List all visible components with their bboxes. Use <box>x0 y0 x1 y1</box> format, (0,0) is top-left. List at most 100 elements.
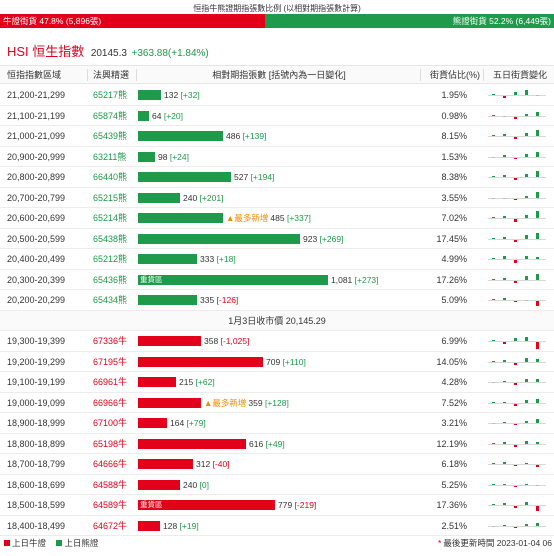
contracts-bar <box>138 213 223 223</box>
sparkline-baseline <box>488 361 546 363</box>
sparkline-bar <box>503 298 506 300</box>
sparkline-bar <box>525 357 528 362</box>
sparkline-baseline <box>488 402 546 404</box>
sparkline-bar <box>536 273 539 280</box>
contracts-bar <box>138 110 149 121</box>
five-day-sparkline <box>486 106 546 126</box>
contracts-bar-cell: 709 [+110] <box>138 352 428 372</box>
contracts-value: ▲最多新增 485 [+337] <box>226 208 311 228</box>
warrant-code-link[interactable]: 64588牛 <box>93 479 128 490</box>
range-cell: 21,100-21,199 <box>7 110 66 121</box>
outstanding-pct: 5.09% <box>441 295 467 305</box>
sparkline-baseline <box>488 505 546 506</box>
warrant-code-link[interactable]: 64666牛 <box>93 459 128 469</box>
contracts-count: 64 <box>152 110 162 121</box>
warrant-code-link[interactable]: 65438熊 <box>93 233 128 244</box>
bear-legend-label: 上日熊證 <box>64 538 99 548</box>
sparkline-bar <box>536 257 539 259</box>
warrant-code-link[interactable]: 65436熊 <box>93 274 128 285</box>
contracts-bar <box>138 90 161 100</box>
sparkline-bar <box>492 278 495 280</box>
sparkline-bar <box>492 258 495 259</box>
outstanding-pct: 1.95% <box>441 90 467 100</box>
sparkline-bar <box>536 95 539 96</box>
daily-change: [0] <box>199 479 210 490</box>
sparkline-bar <box>514 178 517 180</box>
table-row: 20,500-20,599 65438熊 923 [+269] 17.45% <box>0 229 554 249</box>
range-cell: 18,900-18,999 <box>7 418 66 428</box>
sparkline-bar <box>492 176 495 177</box>
daily-change: [+269] <box>319 233 344 244</box>
outstanding-pct: 17.45% <box>436 233 467 244</box>
warrant-code-link[interactable]: 64589牛 <box>93 500 128 510</box>
warrant-code-link[interactable]: 65212熊 <box>93 254 128 264</box>
warrant-code-link[interactable]: 65439熊 <box>93 131 128 141</box>
sparkline-baseline <box>488 443 546 445</box>
header-bar: 相對期指張數 [括號內為一日變化] <box>212 70 346 80</box>
sparkline-bar <box>492 94 495 95</box>
contracts-bar <box>138 233 300 244</box>
sparkline-bar <box>503 342 506 344</box>
sparkline-bar <box>514 239 517 242</box>
warrant-code-link[interactable]: 65217熊 <box>93 90 128 100</box>
table-row: 18,400-18,499 64672牛 128 [+19] 2.51% <box>0 516 554 536</box>
contracts-bar-cell: 240 [+201] <box>138 188 428 208</box>
contracts-value: 64 [+20] <box>152 106 183 126</box>
table-row: 18,600-18,699 64588牛 240 [0] 5.25% <box>0 475 554 495</box>
sparkline-bar <box>514 465 517 466</box>
daily-change: [-40] <box>212 459 230 469</box>
table-row: 20,700-20,799 65215熊 240 [+201] 3.55% <box>0 188 554 208</box>
outstanding-pct: 3.55% <box>441 192 467 203</box>
contracts-value: 312 [-40] <box>196 454 230 474</box>
warrant-code-link[interactable]: 67100牛 <box>93 418 128 428</box>
last-updated: * 最後更新時間 2023-01-04 06 <box>438 535 552 551</box>
warrant-code-link[interactable]: 63211熊 <box>93 151 127 162</box>
warrant-code-link[interactable]: 67336牛 <box>93 336 128 346</box>
sparkline-bar <box>503 175 506 177</box>
daily-change: [+18] <box>216 254 236 264</box>
header-range: 恒指指數區域 <box>7 70 62 80</box>
five-day-sparkline <box>486 208 546 228</box>
warrant-code-link[interactable]: 66961牛 <box>93 377 128 387</box>
table-row: 21,100-21,199 65874熊 64 [+20] 0.98% <box>0 106 554 126</box>
sparkline-bar <box>503 197 506 199</box>
index-name[interactable]: HSI 恒生指數 <box>7 44 85 59</box>
daily-change: [+128] <box>264 397 289 408</box>
warrant-code-link[interactable]: 64672牛 <box>93 520 128 531</box>
sparkline-bar <box>503 483 506 485</box>
warrant-code-link[interactable]: 65215熊 <box>93 192 128 203</box>
outstanding-pct: 0.98% <box>441 110 467 121</box>
sparkline-baseline <box>488 525 546 527</box>
warrant-code-link[interactable]: 66440熊 <box>93 172 128 182</box>
five-day-sparkline <box>486 147 546 167</box>
warrant-code-link[interactable]: 65434熊 <box>93 295 128 305</box>
contracts-bar-cell: 重貨區 1,081 [+273] <box>138 270 428 290</box>
sparkline-bar <box>492 135 495 136</box>
table-row: 20,600-20,699 65214熊 ▲最多新增 485 [+337] 7.02% <box>0 208 554 229</box>
sparkline-bar <box>536 522 539 526</box>
warrant-code-link[interactable]: 67195牛 <box>93 356 128 367</box>
index-summary: HSI 恒生指數 20145.3 +363.88(+1.84%) <box>7 41 209 60</box>
contracts-bar: 重貨區 <box>138 274 328 285</box>
sparkline-bar <box>514 157 517 159</box>
warrant-code-link[interactable]: 65874熊 <box>93 110 128 121</box>
page-title: 恒指牛熊證期指張數比例 (以相對期指張數計算) <box>193 4 361 13</box>
outstanding-pct: 6.18% <box>441 459 467 469</box>
contracts-bar-cell: 486 [+139] <box>138 126 428 146</box>
bull-bear-ratio-bar: 牛證街貨 47.8% (5,896張) 熊證街貨 52.2% (6,449張) <box>0 14 554 28</box>
range-cell: 19,300-19,399 <box>7 336 66 346</box>
sparkline-bar <box>514 116 517 119</box>
sparkline-baseline <box>488 464 546 465</box>
five-day-sparkline <box>486 126 546 146</box>
contracts-value: 527 [+194] <box>234 167 274 187</box>
warrant-code-link[interactable]: 66966牛 <box>93 397 128 408</box>
sparkline-bar <box>525 523 528 526</box>
contracts-bar <box>138 418 167 428</box>
warrant-code-link[interactable]: 65214熊 <box>93 213 128 223</box>
sparkline-bar <box>536 232 539 239</box>
sparkline-bar <box>525 256 528 259</box>
table-row: 21,000-21,099 65439熊 486 [+139] 8.15% <box>0 126 554 147</box>
five-day-sparkline <box>486 167 546 187</box>
sparkline-bar <box>503 115 506 117</box>
warrant-code-link[interactable]: 65198牛 <box>93 438 128 449</box>
